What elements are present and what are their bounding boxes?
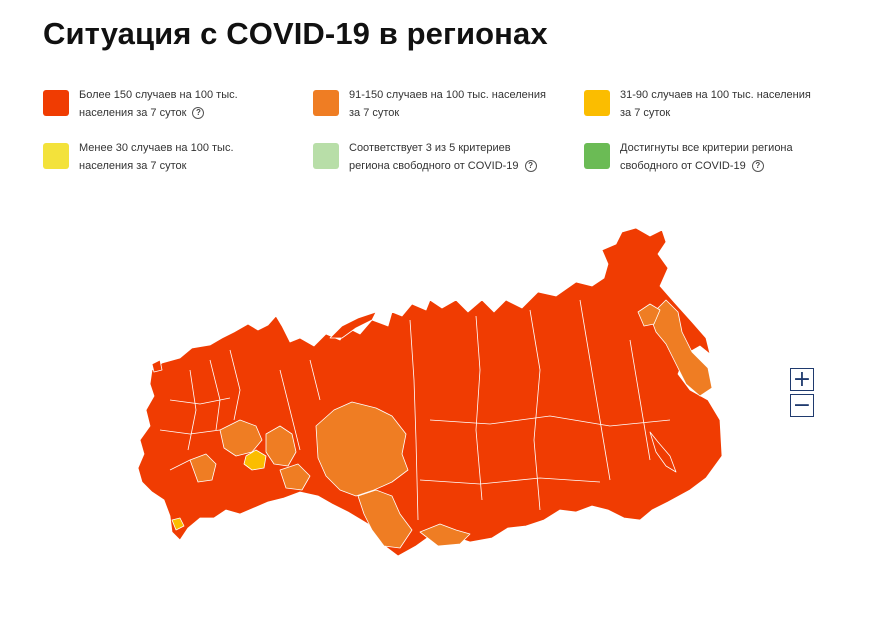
legend-swatch: [584, 90, 610, 116]
map-region-west-orange[interactable]: [219, 419, 263, 457]
russia-regions-map[interactable]: [130, 220, 730, 570]
legend-swatch: [584, 143, 610, 169]
page-title: Ситуация с COVID-19 в регионах: [43, 16, 548, 51]
map-mainland[interactable]: [137, 227, 723, 557]
help-icon[interactable]: ?: [192, 107, 205, 120]
legend-swatch: [43, 90, 69, 116]
map-region-yellow-caucasus[interactable]: [171, 517, 185, 531]
zoom-out-button[interactable]: −: [790, 394, 814, 417]
legend-label: Соответствует 3 из 5 критериев региона с…: [349, 139, 549, 175]
map-region-volga-orange[interactable]: [265, 425, 297, 467]
legend-swatch: [313, 143, 339, 169]
legend-swatch: [43, 143, 69, 169]
map-borders: [159, 299, 671, 521]
map-region-siberia-orange[interactable]: [315, 401, 409, 497]
map-region-ural-orange[interactable]: [279, 463, 311, 491]
map-region-kamchatka[interactable]: [649, 299, 713, 397]
map-region-altai-orange[interactable]: [357, 489, 413, 549]
map-region-yellow-volga[interactable]: [243, 449, 267, 471]
map-region-kaliningrad[interactable]: [151, 359, 163, 373]
map-region-sakhalin[interactable]: [649, 431, 677, 473]
help-icon[interactable]: ?: [524, 160, 537, 173]
legend-label: 91-150 случаев на 100 тыс. населения за …: [349, 89, 546, 119]
map-region-novaya-zemlya[interactable]: [329, 311, 377, 339]
legend-swatch: [313, 90, 339, 116]
zoom-in-button[interactable]: +: [790, 368, 814, 391]
legend-label: Менее 30 случаев на 100 тыс. населения з…: [79, 142, 234, 172]
map-region-koryak[interactable]: [637, 303, 661, 327]
map-region-buryatia-orange[interactable]: [419, 523, 471, 547]
help-icon[interactable]: ?: [751, 160, 764, 173]
map-region-south-orange[interactable]: [189, 453, 217, 483]
legend-label: Более 150 случаев на 100 тыс. населения …: [79, 89, 238, 120]
legend-label: Достигнуты все критерии региона свободно…: [620, 142, 793, 173]
legend-label: 31-90 случаев на 100 тыс. населения за 7…: [620, 89, 811, 119]
